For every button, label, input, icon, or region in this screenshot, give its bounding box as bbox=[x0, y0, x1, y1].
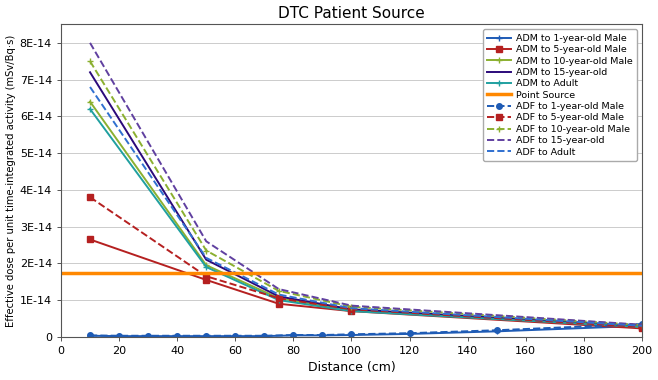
ADF to 15-year-old bbox=[638, 323, 646, 327]
ADF to 15-year-old bbox=[347, 303, 355, 308]
ADM to 1-year-old Male bbox=[493, 329, 501, 334]
ADM to 1-year-old Male bbox=[86, 334, 94, 338]
Line: ADF to 10-year-old Male: ADF to 10-year-old Male bbox=[87, 58, 645, 329]
Line: ADM to Adult: ADM to Adult bbox=[87, 106, 645, 331]
ADF to 1-year-old Male bbox=[173, 334, 181, 338]
ADM to Adult bbox=[202, 265, 210, 269]
ADM to 10-year-old Male bbox=[202, 263, 210, 268]
ADF to 5-year-old Male bbox=[202, 274, 210, 279]
ADM to 5-year-old Male bbox=[86, 237, 94, 242]
ADM to Adult bbox=[275, 298, 283, 302]
ADM to 1-year-old Male bbox=[261, 334, 268, 339]
ADM to Adult bbox=[638, 325, 646, 329]
ADM to 10-year-old Male bbox=[638, 324, 646, 329]
ADF to 10-year-old Male bbox=[86, 59, 94, 63]
ADM to 1-year-old Male bbox=[638, 323, 646, 328]
Y-axis label: Effective dose per unit time-integrated activity (mSv/Bq·s): Effective dose per unit time-integrated … bbox=[5, 35, 16, 327]
ADM to 5-year-old Male bbox=[202, 278, 210, 282]
Line: ADM to 5-year-old Male: ADM to 5-year-old Male bbox=[87, 236, 645, 332]
ADF to 1-year-old Male bbox=[493, 328, 501, 332]
ADM to Adult bbox=[347, 309, 355, 314]
ADF to Adult bbox=[275, 292, 283, 297]
ADF to 15-year-old bbox=[275, 287, 283, 291]
ADM to 10-year-old Male bbox=[275, 296, 283, 301]
Point Source bbox=[57, 271, 65, 276]
Point Source bbox=[60, 271, 68, 276]
ADF to 1-year-old Male bbox=[86, 333, 94, 338]
ADM to 15-year-old bbox=[202, 257, 210, 262]
ADM to 1-year-old Male bbox=[232, 334, 240, 339]
ADM to 1-year-old Male bbox=[144, 334, 152, 339]
ADF to 10-year-old Male bbox=[202, 248, 210, 253]
ADF to 10-year-old Male bbox=[347, 304, 355, 309]
ADM to 10-year-old Male bbox=[347, 308, 355, 313]
ADM to 5-year-old Male bbox=[347, 309, 355, 314]
X-axis label: Distance (cm): Distance (cm) bbox=[307, 361, 395, 374]
ADM to 15-year-old bbox=[275, 294, 283, 299]
ADF to 5-year-old Male bbox=[86, 195, 94, 200]
ADF to 5-year-old Male bbox=[347, 307, 355, 312]
ADM to 1-year-old Male bbox=[318, 333, 326, 338]
ADM to 1-year-old Male bbox=[290, 333, 297, 338]
Line: ADM to 1-year-old Male: ADM to 1-year-old Male bbox=[87, 322, 645, 340]
ADM to 15-year-old bbox=[347, 307, 355, 312]
Line: ADF to 5-year-old Male: ADF to 5-year-old Male bbox=[87, 194, 645, 331]
ADM to 1-year-old Male bbox=[115, 334, 123, 339]
ADF to 10-year-old Male bbox=[638, 323, 646, 328]
ADF to 5-year-old Male bbox=[638, 325, 646, 329]
ADM to 1-year-old Male bbox=[405, 332, 413, 336]
ADM to Adult bbox=[86, 107, 94, 111]
ADM to 5-year-old Male bbox=[638, 326, 646, 331]
ADF to 1-year-old Male bbox=[115, 334, 123, 338]
ADF to 10-year-old Male bbox=[275, 289, 283, 293]
Line: ADM to 10-year-old Male: ADM to 10-year-old Male bbox=[87, 98, 645, 330]
ADF to 1-year-old Male bbox=[261, 334, 268, 338]
ADF to 5-year-old Male bbox=[275, 296, 283, 301]
ADF to 1-year-old Male bbox=[318, 333, 326, 337]
ADM to 1-year-old Male bbox=[347, 333, 355, 337]
ADM to 5-year-old Male bbox=[275, 301, 283, 306]
ADF to Adult bbox=[347, 306, 355, 310]
ADF to 1-year-old Male bbox=[290, 333, 297, 337]
ADM to 10-year-old Male bbox=[86, 100, 94, 104]
ADM to 1-year-old Male bbox=[173, 334, 181, 339]
ADF to 1-year-old Male bbox=[405, 331, 413, 336]
ADF to Adult bbox=[202, 256, 210, 260]
ADF to 1-year-old Male bbox=[638, 322, 646, 326]
ADF to 1-year-old Male bbox=[144, 334, 152, 338]
ADF to 15-year-old bbox=[202, 239, 210, 244]
ADM to 15-year-old bbox=[86, 70, 94, 74]
ADM to 1-year-old Male bbox=[202, 334, 210, 339]
Line: ADF to 1-year-old Male: ADF to 1-year-old Male bbox=[88, 321, 645, 339]
Line: ADF to Adult: ADF to Adult bbox=[90, 87, 642, 326]
ADM to 15-year-old bbox=[638, 324, 646, 328]
ADF to 15-year-old bbox=[86, 41, 94, 45]
ADF to 1-year-old Male bbox=[232, 334, 240, 338]
Title: DTC Patient Source: DTC Patient Source bbox=[278, 6, 425, 21]
Line: ADM to 15-year-old: ADM to 15-year-old bbox=[90, 72, 642, 326]
ADF to 1-year-old Male bbox=[202, 334, 210, 338]
Legend: ADM to 1-year-old Male, ADM to 5-year-old Male, ADM to 10-year-old Male, ADM to : ADM to 1-year-old Male, ADM to 5-year-ol… bbox=[482, 29, 637, 161]
ADF to 1-year-old Male bbox=[347, 332, 355, 337]
ADF to Adult bbox=[86, 85, 94, 89]
Line: ADF to 15-year-old: ADF to 15-year-old bbox=[90, 43, 642, 325]
ADF to Adult bbox=[638, 323, 646, 328]
